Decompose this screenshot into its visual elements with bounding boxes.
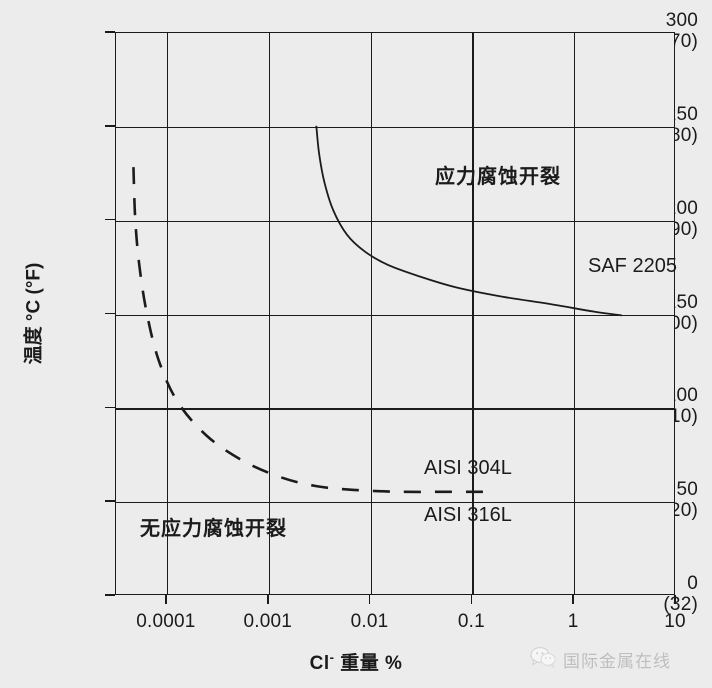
y-tick-mark [105,594,115,596]
annotation-saf-2205: SAF 2205 [588,255,677,277]
gridline-horizontal [116,220,674,222]
y-tick-celsius: 300 [665,10,698,31]
watermark: 国际金属在线 [530,646,671,673]
y-tick-mark [105,31,115,33]
x-tick-mark [368,595,371,604]
x-tick-label: 0.1 [457,611,485,632]
x-tick-label: 0.001 [243,611,292,632]
x-axis-title-charge: - [329,649,335,665]
watermark-text: 国际金属在线 [563,652,671,671]
annotation-no-stress-corrosion-cracking: 无应力腐蚀开裂 [140,518,287,540]
gridline-vertical [370,33,372,594]
annotation-stress-corrosion-cracking: 应力腐蚀开裂 [435,166,561,188]
gridline-horizontal [116,314,674,316]
plot-area [115,32,675,595]
x-axis-title-ion: Cl [309,653,330,674]
y-axis-title: 温度 °C (°F) [23,262,45,365]
x-axis-title-rest: 重量 % [334,653,403,674]
y-tick-mark [105,500,115,502]
x-tick-label: 0.0001 [136,611,196,632]
y-tick-celsius: 50 [676,479,698,501]
y-tick-fahrenheit: (32) [663,594,698,615]
x-tick-mark [674,595,676,604]
annotation-aisi-304l: AISI 304L [424,457,512,479]
x-tick-mark [165,595,167,604]
x-tick-label: 1 [567,611,579,632]
gridline-horizontal [116,408,674,410]
wechat-icon [530,646,556,673]
y-tick-celsius: 0 [687,573,698,594]
gridline-horizontal [116,126,674,129]
x-tick-mark [470,595,473,604]
y-tick-mark [105,312,115,315]
x-tick-mark [572,595,574,604]
y-tick-mark [105,218,115,221]
y-tick-mark [105,125,115,127]
x-tick-label: 10 [664,611,686,632]
x-axis-title: Cl- 重量 % [0,648,712,675]
y-tick-mark [105,406,115,409]
y-tick-label: 0 (32) [604,573,712,615]
gridline-vertical [574,33,576,594]
x-tick-mark [266,595,269,604]
x-tick-label: 0.01 [350,611,389,632]
gridline-vertical [268,33,270,594]
annotation-aisi-316l: AISI 316L [424,504,512,526]
gridline-vertical [166,33,169,594]
gridline-horizontal [116,502,674,504]
